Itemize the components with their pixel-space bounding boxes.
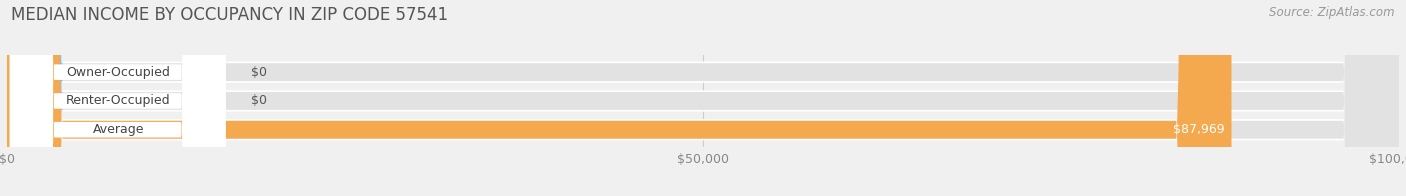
Text: Source: ZipAtlas.com: Source: ZipAtlas.com: [1270, 6, 1395, 19]
Text: $0: $0: [250, 66, 267, 79]
FancyBboxPatch shape: [7, 0, 1399, 196]
FancyBboxPatch shape: [7, 0, 1232, 196]
FancyBboxPatch shape: [7, 0, 1399, 196]
FancyBboxPatch shape: [7, 0, 1399, 196]
FancyBboxPatch shape: [10, 0, 225, 196]
Text: Average: Average: [93, 123, 145, 136]
Text: MEDIAN INCOME BY OCCUPANCY IN ZIP CODE 57541: MEDIAN INCOME BY OCCUPANCY IN ZIP CODE 5…: [11, 6, 449, 24]
Text: Renter-Occupied: Renter-Occupied: [66, 94, 170, 107]
Text: $0: $0: [250, 94, 267, 107]
FancyBboxPatch shape: [0, 0, 63, 196]
FancyBboxPatch shape: [0, 0, 63, 196]
Text: Owner-Occupied: Owner-Occupied: [66, 66, 170, 79]
Text: $87,969: $87,969: [1173, 123, 1225, 136]
FancyBboxPatch shape: [7, 0, 1399, 196]
FancyBboxPatch shape: [7, 0, 1399, 196]
FancyBboxPatch shape: [10, 0, 225, 196]
FancyBboxPatch shape: [10, 0, 225, 196]
FancyBboxPatch shape: [7, 0, 1399, 196]
